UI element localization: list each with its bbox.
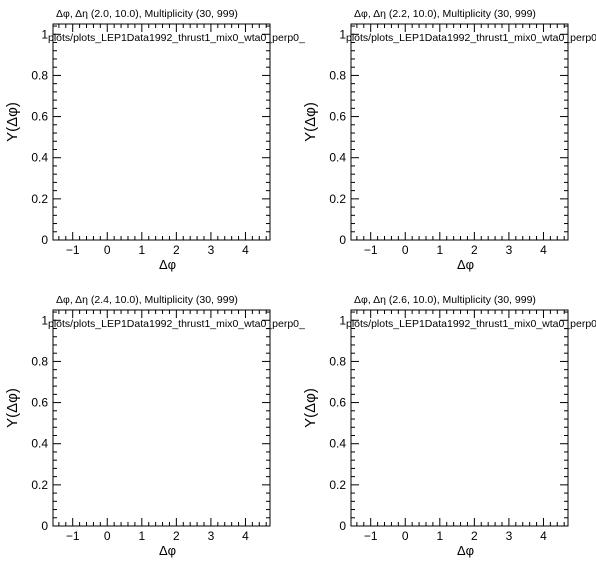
x-tick-label: −1 [66, 529, 80, 543]
x-tick-label: 3 [506, 529, 513, 543]
chart-title: Δφ, Δη (2.0, 10.0), Multiplicity (30, 99… [56, 8, 238, 20]
y-tick-label: 0.6 [31, 396, 48, 410]
y-tick-label: 0.2 [31, 192, 48, 206]
y-tick-label: 0.8 [329, 354, 346, 368]
x-axis-label: Δφ [159, 257, 176, 272]
y-tick-label: 1 [41, 313, 48, 327]
x-tick-label: 1 [436, 529, 443, 543]
y-tick-label: 0 [339, 519, 346, 533]
y-tick-label: 0.2 [329, 192, 346, 206]
x-tick-label: 4 [242, 243, 249, 257]
x-tick-label: −1 [364, 529, 378, 543]
y-tick-label: 0.4 [329, 437, 346, 451]
x-tick-label: 0 [104, 243, 111, 257]
x-tick-label: 2 [173, 243, 180, 257]
chart-subtitle: plots/plots_LEP1Data1992_thrust1_mix0_wt… [346, 32, 596, 44]
y-axis-label: Y(Δφ) [302, 388, 319, 428]
plot-frame [52, 309, 271, 527]
plot-frame [350, 23, 569, 241]
x-tick-label: 2 [471, 529, 478, 543]
y-tick-label: 0.6 [31, 110, 48, 124]
x-axis-label: Δφ [159, 543, 176, 558]
plot-frame [52, 23, 271, 241]
x-tick-label: 1 [138, 243, 145, 257]
y-tick-label: 0.4 [329, 151, 346, 165]
chart-subtitle: plots/plots_LEP1Data1992_thrust1_mix0_wt… [48, 32, 305, 44]
x-tick-label: 3 [208, 243, 215, 257]
chart-title: Δφ, Δη (2.4, 10.0), Multiplicity (30, 99… [56, 294, 238, 306]
chart-panel-4: −1 0 1 2 3 4 0 0.2 0.4 0.6 0.8 1 Δφ Y(Δφ) Δφ, Δη (2.6,… [302, 294, 596, 558]
x-axis-label: Δφ [457, 257, 474, 272]
y-tick-label: 1 [339, 313, 346, 327]
x-tick-label: 1 [436, 243, 443, 257]
y-axis-label: Y(Δφ) [302, 102, 319, 142]
y-tick-label: 1 [41, 27, 48, 41]
chart-title: Δφ, Δη (2.6, 10.0), Multiplicity (30, 99… [354, 294, 536, 306]
chart-panel-1: −1 0 1 2 3 4 0 0.2 0.4 0.6 0.8 1 Δφ Y(Δφ) Δφ, Δη (2.0,… [4, 8, 305, 272]
chart-subtitle: plots/plots_LEP1Data1992_thrust1_mix0_wt… [48, 318, 305, 330]
plot-frame [350, 309, 569, 527]
x-tick-label: 0 [104, 529, 111, 543]
y-tick-label: 0.6 [329, 110, 346, 124]
y-axis-label: Y(Δφ) [4, 388, 21, 428]
x-tick-label: 2 [471, 243, 478, 257]
x-tick-label: 3 [208, 529, 215, 543]
y-tick-label: 0 [339, 233, 346, 247]
x-tick-label: 1 [138, 529, 145, 543]
chart-subtitle: plots/plots_LEP1Data1992_thrust1_mix0_wt… [346, 318, 596, 330]
y-tick-label: 0.6 [329, 396, 346, 410]
y-tick-label: 0.2 [31, 478, 48, 492]
chart-title: Δφ, Δη (2.2, 10.0), Multiplicity (30, 99… [354, 8, 536, 20]
x-tick-label: −1 [66, 243, 80, 257]
y-tick-label: 0.4 [31, 151, 48, 165]
chart-panel-2: −1 0 1 2 3 4 0 0.2 0.4 0.6 0.8 1 Δφ Y(Δφ) Δφ, Δη (2.2,… [302, 8, 596, 272]
y-tick-label: 0 [41, 519, 48, 533]
x-tick-label: 3 [506, 243, 513, 257]
x-tick-label: 4 [540, 243, 547, 257]
x-tick-label: 2 [173, 529, 180, 543]
x-tick-label: 4 [242, 529, 249, 543]
x-tick-label: 4 [540, 529, 547, 543]
x-axis-label: Δφ [457, 543, 474, 558]
y-tick-label: 1 [339, 27, 346, 41]
y-axis-label: Y(Δφ) [4, 102, 21, 142]
y-tick-label: 0.8 [329, 68, 346, 82]
y-tick-label: 0.2 [329, 478, 346, 492]
y-tick-label: 0 [41, 233, 48, 247]
chart-panel-3: −1 0 1 2 3 4 0 0.2 0.4 0.6 0.8 1 Δφ Y(Δφ) Δφ, Δη (2.4,… [4, 294, 305, 558]
x-tick-label: −1 [364, 243, 378, 257]
y-tick-label: 0.8 [31, 68, 48, 82]
y-tick-label: 0.8 [31, 354, 48, 368]
x-tick-label: 0 [402, 243, 409, 257]
x-tick-label: 0 [402, 529, 409, 543]
y-tick-label: 0.4 [31, 437, 48, 451]
